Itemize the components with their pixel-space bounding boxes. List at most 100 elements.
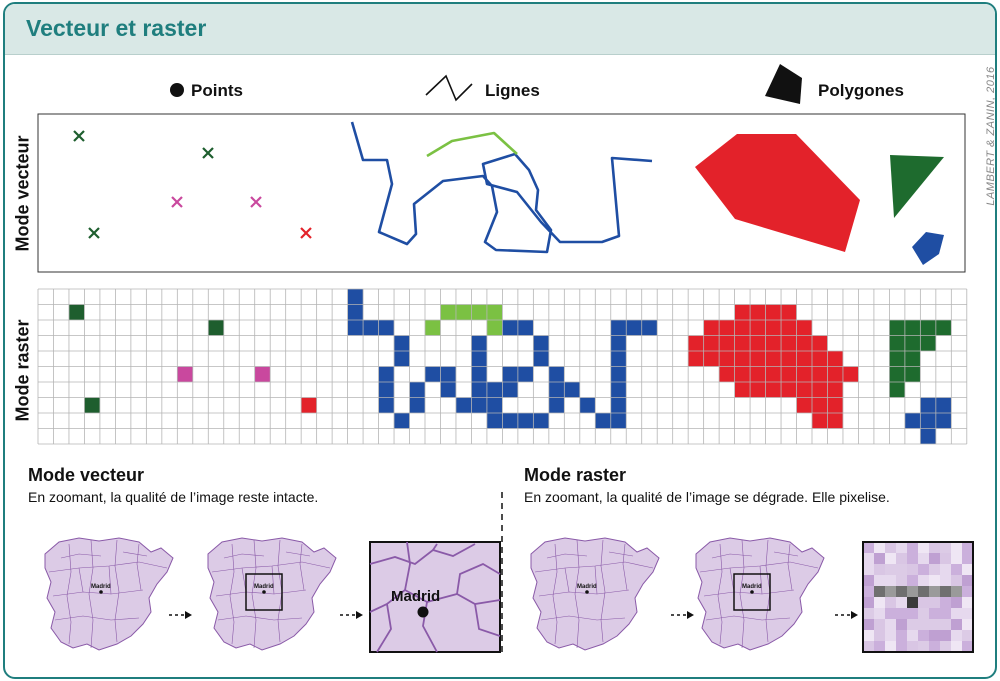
- pixel: [951, 553, 962, 564]
- raster-cell: [486, 413, 503, 429]
- pixel: [907, 575, 918, 586]
- pixel: [896, 597, 907, 608]
- vector-section-title: Mode vecteur: [28, 465, 145, 485]
- raster-cell: [378, 382, 395, 398]
- pixel: [863, 575, 874, 586]
- polygons-legend-label: Polygones: [818, 81, 904, 100]
- madrid-marker: [99, 590, 103, 594]
- raster-cell: [765, 382, 782, 398]
- raster-cell: [796, 335, 812, 351]
- pixel: [962, 641, 973, 652]
- pixel: [962, 608, 973, 619]
- raster-cell: [719, 351, 735, 367]
- raster-cell: [610, 397, 627, 413]
- pixel: [940, 586, 951, 597]
- raster-cell: [347, 304, 364, 320]
- iberia-map: Madrid: [44, 537, 174, 651]
- raster-cell: [734, 382, 751, 398]
- raster-cell: [347, 320, 364, 336]
- iberia-border: [136, 543, 142, 591]
- iberia-border: [114, 539, 120, 643]
- pixel: [962, 619, 973, 630]
- arrows: [169, 611, 858, 619]
- raster-cell: [394, 335, 410, 351]
- pixel: [951, 641, 962, 652]
- pixel: [951, 586, 962, 597]
- raster-cell: [765, 335, 782, 351]
- raster-cell: [564, 382, 580, 398]
- vector-section-text: En zoomant, la qualité de l’image reste …: [28, 489, 319, 505]
- raster-cell: [425, 366, 441, 382]
- raster-cell: [812, 397, 828, 413]
- diagram-canvas: Madrid Madrid Madrid Madrid Madrid: [37, 64, 974, 656]
- raster-cell: [827, 397, 843, 413]
- madrid-label: Madrid: [91, 584, 111, 590]
- pixel: [885, 542, 896, 553]
- raster-cell: [471, 366, 487, 382]
- pixel: [907, 641, 918, 652]
- raster-cell: [889, 382, 905, 398]
- pixel: [896, 608, 907, 619]
- raster-cell: [812, 382, 828, 398]
- pixel: [885, 586, 896, 597]
- pixel: [907, 564, 918, 575]
- raster-cell: [734, 335, 751, 351]
- raster-cell: [827, 366, 843, 382]
- iberia-border: [540, 615, 626, 621]
- raster-cell: [610, 366, 627, 382]
- points-legend-icon: [170, 83, 184, 97]
- pixel: [929, 564, 940, 575]
- iberia-border: [600, 539, 606, 643]
- raster-cell: [548, 397, 565, 413]
- pixel: [863, 542, 874, 553]
- pixel: [896, 641, 907, 652]
- zoomed-vector-label: Madrid: [391, 588, 440, 605]
- pixel: [907, 619, 918, 630]
- pixel: [874, 575, 885, 586]
- pixel: [962, 564, 973, 575]
- pixel: [863, 608, 874, 619]
- raster-grid: [37, 288, 968, 445]
- iberia-map: Madrid: [695, 537, 825, 651]
- raster-cell: [889, 351, 905, 367]
- row-label-vector: Mode vecteur: [12, 135, 33, 252]
- pixel: [940, 575, 951, 586]
- iberia-border: [271, 565, 275, 595]
- pixel: [962, 597, 973, 608]
- raster-cell: [425, 320, 441, 336]
- raster-cell: [765, 304, 782, 320]
- raster-cell: [502, 382, 518, 398]
- pixel: [918, 608, 929, 619]
- polygon-legend-icon: [765, 64, 802, 104]
- raster-cell: [502, 320, 518, 336]
- raster-cell: [486, 382, 503, 398]
- pixel: [940, 542, 951, 553]
- raster-cell: [904, 366, 921, 382]
- pixel: [885, 564, 896, 575]
- iberia-border: [78, 567, 84, 593]
- raster-cell: [409, 382, 425, 398]
- vector-line-green: [426, 131, 518, 158]
- raster-cell: [471, 351, 487, 367]
- pixel: [885, 575, 896, 586]
- raster-cell: [812, 335, 828, 351]
- pixel: [896, 553, 907, 564]
- raster-cell: [904, 320, 921, 336]
- raster-cell: [440, 304, 456, 320]
- pixel: [907, 586, 918, 597]
- iberia-border: [787, 543, 793, 591]
- pixel: [918, 619, 929, 630]
- pixel: [918, 597, 929, 608]
- raster-cell: [920, 335, 936, 351]
- raster-cell: [688, 351, 704, 367]
- iberia-border: [705, 615, 791, 621]
- pixel: [885, 608, 896, 619]
- raster-cell: [595, 413, 611, 429]
- pixel: [918, 564, 929, 575]
- vector-polygon-red: [695, 134, 860, 252]
- raster-cell: [904, 413, 921, 429]
- pixel: [874, 619, 885, 630]
- raster-cell: [750, 366, 766, 382]
- pixel: [929, 597, 940, 608]
- pixel: [896, 586, 907, 597]
